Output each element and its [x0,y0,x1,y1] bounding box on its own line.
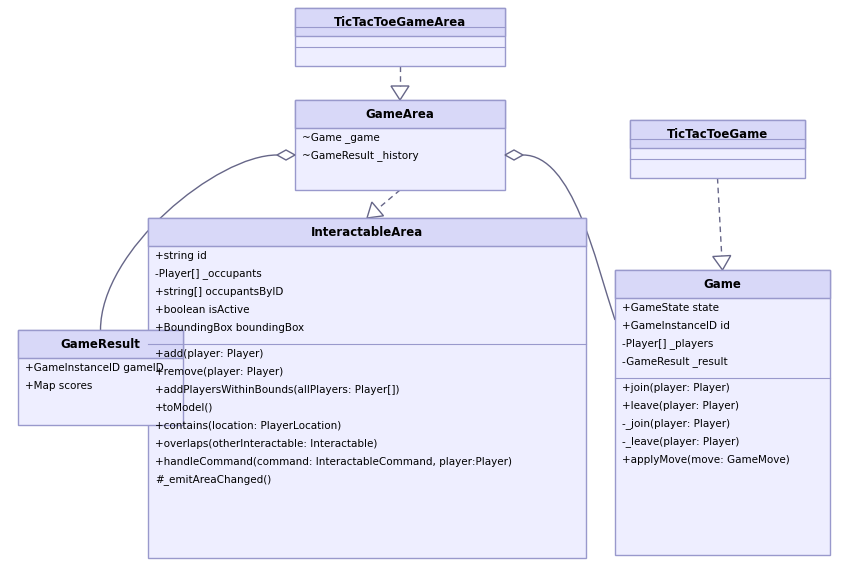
Text: GameArea: GameArea [365,107,435,120]
Bar [630,120,805,148]
Text: +addPlayersWithinBounds(allPlayers: Player[]): +addPlayersWithinBounds(allPlayers: Play… [155,385,399,395]
Text: +handleCommand(command: InteractableCommand, player:Player): +handleCommand(command: InteractableComm… [155,457,512,467]
Bar [148,218,586,246]
Text: TicTacToeGame: TicTacToeGame [667,127,768,141]
Text: +BoundingBox boundingBox: +BoundingBox boundingBox [155,323,304,333]
Text: +toModel(): +toModel() [155,403,213,413]
Bar [615,270,830,555]
Text: GameResult: GameResult [61,338,140,350]
Text: +overlaps(otherInteractable: Interactable): +overlaps(otherInteractable: Interactabl… [155,439,377,449]
Text: -GameResult _result: -GameResult _result [622,357,728,367]
Text: +string id: +string id [155,251,206,261]
Text: InteractableArea: InteractableArea [310,225,423,238]
Bar [295,100,505,128]
Text: +join(player: Player): +join(player: Player) [622,383,730,393]
Text: +leave(player: Player): +leave(player: Player) [622,401,739,411]
Text: ~GameResult _history: ~GameResult _history [302,150,419,162]
Bar [615,270,830,298]
Text: +boolean isActive: +boolean isActive [155,305,250,315]
Text: -_leave(player: Player): -_leave(player: Player) [622,436,739,447]
Text: ~Game _game: ~Game _game [302,132,380,144]
Text: -_join(player: Player): -_join(player: Player) [622,418,730,429]
Text: +contains(location: PlayerLocation): +contains(location: PlayerLocation) [155,421,341,431]
Bar [630,120,805,178]
Bar [148,218,586,558]
Bar [295,8,505,66]
Text: +GameInstanceID gameID: +GameInstanceID gameID [25,363,164,373]
Text: +string[] occupantsByID: +string[] occupantsByID [155,287,283,297]
Text: +add(player: Player): +add(player: Player) [155,349,263,359]
Bar [18,330,183,425]
Text: +remove(player: Player): +remove(player: Player) [155,367,283,377]
Text: TicTacToeGameArea: TicTacToeGameArea [334,16,466,28]
Text: +Map scores: +Map scores [25,381,92,391]
Text: #_emitAreaChanged(): #_emitAreaChanged() [155,475,272,486]
Bar [18,330,183,358]
Bar [295,8,505,36]
Text: -Player[] _occupants: -Player[] _occupants [155,268,261,279]
Text: Game: Game [704,278,741,290]
Text: +GameInstanceID id: +GameInstanceID id [622,321,730,331]
Text: +applyMove(move: GameMove): +applyMove(move: GameMove) [622,455,790,465]
Bar [295,100,505,190]
Text: -Player[] _players: -Player[] _players [622,339,713,349]
Text: +GameState state: +GameState state [622,303,719,313]
